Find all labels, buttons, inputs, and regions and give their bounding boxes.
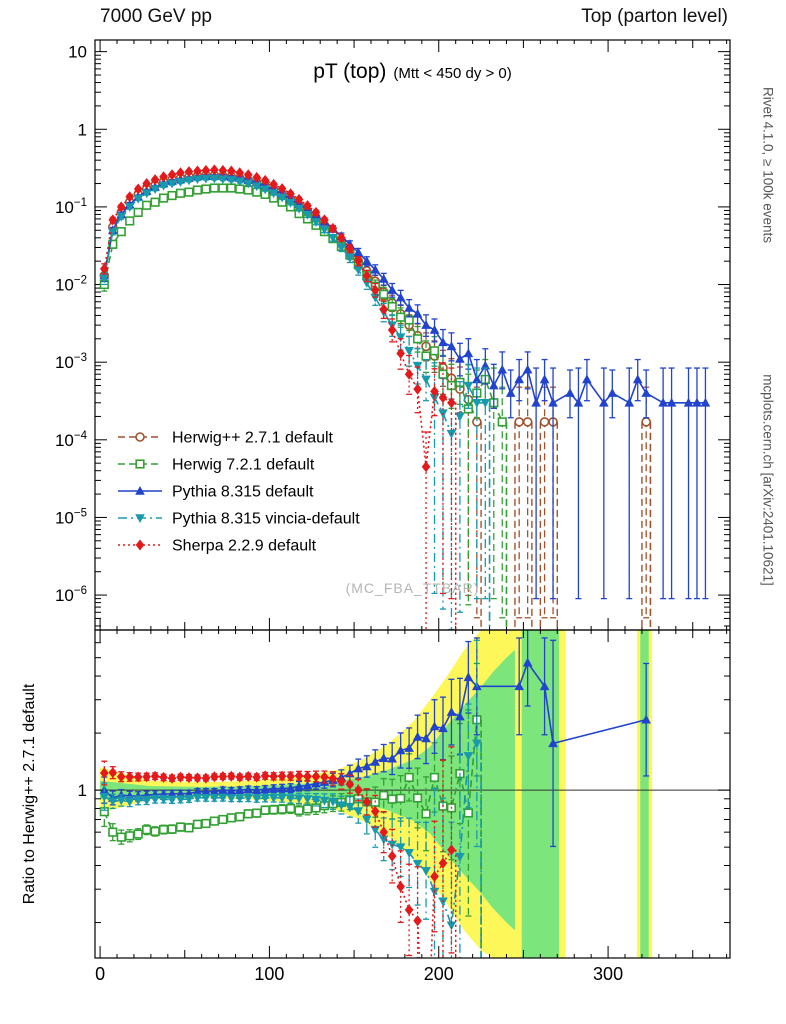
svg-text:Sherpa 2.2.9 default: Sherpa 2.2.9 default (172, 538, 317, 555)
svg-text:10−6: 10−6 (55, 585, 87, 605)
series-pythia-8-315-default (99, 171, 711, 600)
svg-text:100: 100 (254, 964, 284, 984)
svg-text:Pythia 8.315 default: Pythia 8.315 default (172, 484, 314, 501)
series-herwig-2-7-1-default (99, 170, 652, 630)
rivet-version-label: Rivet 4.1.0, ≥ 100k events (760, 87, 776, 243)
svg-text:1: 1 (78, 781, 87, 800)
main-panel-series (99, 164, 711, 630)
svg-text:300: 300 (593, 964, 623, 984)
ratio-panel-series (99, 630, 651, 958)
svg-text:10−4: 10−4 (55, 430, 88, 450)
svg-text:200: 200 (424, 964, 454, 984)
svg-text:1: 1 (78, 120, 87, 139)
ratio-pythia-8-315-vincia-default (99, 639, 482, 958)
svg-text:10−5: 10−5 (55, 507, 87, 527)
mcplots-citation-label: mcplots.cern.ch [arXiv:2401.10621] (760, 374, 776, 586)
ratio-axis-label: Ratio to Herwig++ 2.7.1 default (21, 683, 38, 905)
legend: Herwig++ 2.7.1 default Herwig 7.2.1 defau… (118, 430, 360, 555)
beam-label: 7000 GeV pp (100, 6, 212, 27)
ratio-sherpa-2-2-9-default (100, 746, 457, 958)
axis-ticks (95, 40, 730, 958)
process-label: Top (parton level) (581, 6, 728, 27)
series-sherpa-2-2-9-default (100, 164, 457, 630)
ratio-herwig-7-2-1-default (99, 662, 482, 958)
svg-text:10−2: 10−2 (55, 275, 87, 295)
svg-text:Herwig 7.2.1 default: Herwig 7.2.1 default (172, 457, 315, 474)
svg-text:0: 0 (95, 964, 105, 984)
svg-text:Pythia 8.315 vincia-default: Pythia 8.315 vincia-default (172, 511, 360, 528)
svg-text:10−3: 10−3 (55, 352, 87, 372)
cut-condition: (Mtt < 450 dy > 0) (393, 65, 512, 82)
plot-title: pT (top) (Mtt < 450 dy > 0) (95, 60, 730, 84)
observable-title: pT (top) (313, 60, 387, 83)
series-herwig-7-2-1-default (99, 183, 508, 630)
ratio-panel-frame (94, 629, 731, 959)
svg-text:10−1: 10−1 (55, 197, 87, 217)
series-pythia-8-315-vincia-default (99, 174, 491, 630)
analysis-watermark: (MC_FBA_TTBAR) (345, 580, 480, 596)
svg-text:Herwig++ 2.7.1 default: Herwig++ 2.7.1 default (172, 430, 334, 447)
svg-text:10: 10 (68, 43, 87, 62)
